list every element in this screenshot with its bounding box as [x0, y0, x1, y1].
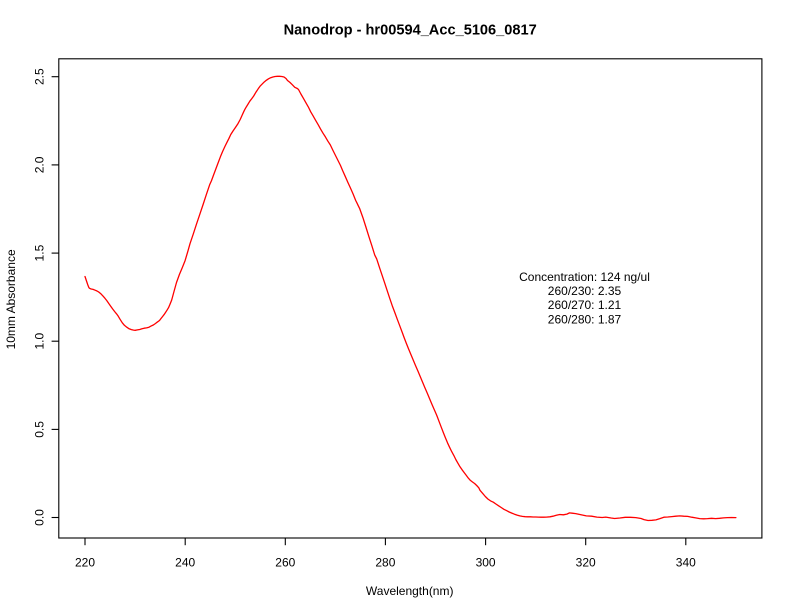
svg-text:220: 220 [75, 556, 95, 570]
svg-text:260/230: 2.35: 260/230: 2.35 [548, 284, 622, 298]
svg-text:260: 260 [275, 556, 295, 570]
svg-text:1.0: 1.0 [33, 333, 47, 350]
svg-text:340: 340 [676, 556, 696, 570]
svg-text:300: 300 [476, 556, 496, 570]
svg-text:Concentration: 124 ng/ul: Concentration: 124 ng/ul [519, 270, 650, 284]
svg-text:260/280: 1.87: 260/280: 1.87 [548, 312, 622, 326]
svg-text:10mm Absorbance: 10mm Absorbance [4, 249, 18, 349]
svg-text:260/270: 1.21: 260/270: 1.21 [548, 298, 622, 312]
svg-text:240: 240 [175, 556, 195, 570]
svg-text:Wavelength(nm): Wavelength(nm) [366, 584, 454, 598]
svg-text:0.0: 0.0 [33, 509, 47, 526]
svg-text:1.5: 1.5 [33, 244, 47, 261]
svg-text:2.5: 2.5 [33, 68, 47, 85]
svg-text:2.0: 2.0 [33, 156, 47, 173]
svg-text:Nanodrop - hr00594_Acc_5106_08: Nanodrop - hr00594_Acc_5106_0817 [284, 23, 537, 39]
svg-text:320: 320 [576, 556, 596, 570]
svg-text:0.5: 0.5 [33, 421, 47, 438]
svg-text:280: 280 [375, 556, 395, 570]
